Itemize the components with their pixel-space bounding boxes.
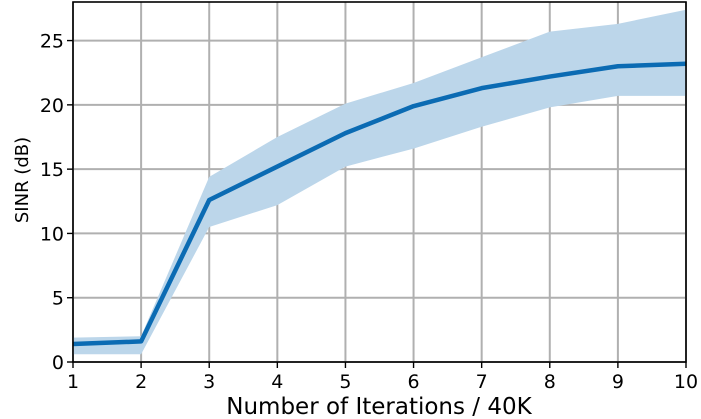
y-axis-label: SINR (dB) (12, 137, 33, 223)
y-tick-label: 15 (40, 159, 64, 181)
y-tick-label: 25 (40, 31, 64, 53)
x-tick-label: 3 (203, 371, 215, 393)
y-tick-label: 20 (40, 95, 64, 117)
confidence-band-area (73, 9, 686, 355)
x-tick-label: 6 (408, 371, 420, 393)
x-tick-label: 1 (67, 371, 79, 393)
x-tick-label: 2 (135, 371, 147, 393)
series-lines (72, 61, 687, 347)
x-tick-label: 9 (612, 371, 624, 393)
y-tick-label: 10 (40, 223, 64, 245)
y-tick-label: 0 (52, 352, 64, 374)
x-tick-label: 4 (271, 371, 283, 393)
x-tick-label: 7 (476, 371, 488, 393)
x-tick-labels: 1 2 3 4 5 6 7 8 9 10 (67, 371, 698, 393)
x-tick-label: 5 (339, 371, 351, 393)
x-tick-label: 8 (544, 371, 556, 393)
plot-frame (67, 1, 687, 368)
confidence-band (73, 9, 686, 355)
x-tick-label: 10 (674, 371, 698, 393)
series-line (72, 61, 687, 347)
x-axis-label: Number of Iterations / 40K (226, 394, 532, 419)
plot-border (72, 1, 687, 363)
y-tick-labels: 0 5 10 15 20 25 (40, 31, 64, 374)
y-tick-label: 5 (52, 288, 64, 310)
